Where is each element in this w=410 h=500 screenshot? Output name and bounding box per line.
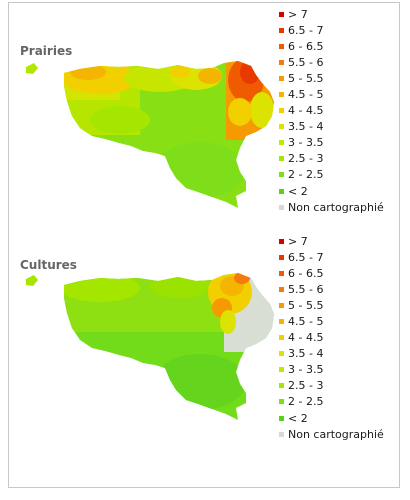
enclave-comines — [26, 275, 38, 286]
legend-item: 4.5 - 5 — [279, 86, 384, 102]
legend-item: 6 - 6.5 — [279, 38, 384, 54]
legend-swatch — [279, 335, 284, 341]
legend-label: 2 - 2.5 — [288, 395, 324, 409]
legend-swatch — [279, 286, 284, 292]
legend-label: 2 - 2.5 — [288, 168, 324, 182]
legend-label: 6.5 - 7 — [288, 250, 324, 264]
legend-swatch — [279, 351, 284, 357]
legend-swatch — [279, 238, 284, 244]
legend-label: < 2 — [288, 411, 308, 425]
legend-item: 5.5 - 6 — [279, 54, 384, 70]
legend-item: 6.5 - 7 — [279, 249, 384, 265]
legend-label: 3 - 3.5 — [288, 136, 324, 150]
legend-swatch — [279, 270, 284, 276]
map-cultures — [26, 273, 274, 420]
legend-label: 4.5 - 5 — [288, 315, 324, 329]
legend-label: 3.5 - 4 — [288, 120, 324, 134]
legend-item: 4 - 4.5 — [279, 103, 384, 119]
legend-swatch — [279, 367, 284, 373]
legend-label: 4 - 4.5 — [288, 331, 324, 345]
legend-swatch — [279, 415, 284, 421]
legend-label: > 7 — [288, 7, 308, 21]
legend-swatch — [279, 383, 284, 389]
legend-item: 5.5 - 6 — [279, 281, 384, 297]
legend-swatch — [279, 43, 284, 49]
legend-cultures: > 7 6.5 - 7 6 - 6.5 5.5 - 6 5 - 5.5 4.5 - 5 4 … — [279, 233, 384, 442]
enclave-comines — [26, 63, 38, 74]
legend-label: 2.5 - 3 — [288, 152, 324, 166]
legend-item: 3 - 3.5 — [279, 362, 384, 378]
legend-item: 6.5 - 7 — [279, 22, 384, 38]
legend-item: 3.5 - 4 — [279, 346, 384, 362]
legend-label: 6 - 6.5 — [288, 266, 324, 280]
legend-item: Non cartographié — [279, 199, 384, 215]
legend-item: Non cartographié — [279, 426, 384, 442]
legend-item: < 2 — [279, 410, 384, 426]
legend-label: 3 - 3.5 — [288, 363, 324, 377]
legend-item: 6 - 6.5 — [279, 265, 384, 281]
legend-item: 2.5 - 3 — [279, 151, 384, 167]
legend-swatch — [279, 188, 284, 194]
panel-title-cultures: Cultures — [20, 258, 77, 272]
legend-label: 4 - 4.5 — [288, 104, 324, 118]
legend-label: > 7 — [288, 234, 308, 248]
legend-swatch — [279, 27, 284, 33]
legend-item: 4.5 - 5 — [279, 313, 384, 329]
legend-swatch — [279, 75, 284, 81]
legend-swatch — [279, 11, 284, 17]
legend-swatch — [279, 140, 284, 146]
legend-label: 3.5 - 4 — [288, 347, 324, 361]
legend-swatch — [279, 59, 284, 65]
legend-label: < 2 — [288, 184, 308, 198]
legend-label: 2.5 - 3 — [288, 379, 324, 393]
legend-item: 2 - 2.5 — [279, 167, 384, 183]
legend-swatch — [279, 399, 284, 405]
panel-title-prairies: Prairies — [20, 44, 73, 58]
legend-swatch — [279, 156, 284, 162]
legend-item: 2 - 2.5 — [279, 394, 384, 410]
legend-item: > 7 — [279, 6, 384, 22]
legend-item: < 2 — [279, 183, 384, 199]
legend-label: 6 - 6.5 — [288, 39, 324, 53]
legend-label: 6.5 - 7 — [288, 23, 324, 37]
legend-swatch — [279, 254, 284, 260]
legend-swatch — [279, 431, 284, 437]
legend-label: Non cartographié — [288, 200, 384, 214]
map-prairies — [26, 61, 274, 208]
legend-swatch — [279, 319, 284, 325]
legend-swatch — [279, 124, 284, 130]
legend-item: 4 - 4.5 — [279, 330, 384, 346]
legend-item: 3.5 - 4 — [279, 119, 384, 135]
legend-item: 3 - 3.5 — [279, 135, 384, 151]
legend-swatch — [279, 108, 284, 114]
legend-item: 5 - 5.5 — [279, 297, 384, 313]
legend-swatch — [279, 172, 284, 178]
legend-label: 4.5 - 5 — [288, 88, 324, 102]
legend-swatch — [279, 92, 284, 98]
legend-label: 5 - 5.5 — [288, 298, 324, 312]
legend-swatch — [279, 204, 284, 210]
legend-label: 5.5 - 6 — [288, 55, 324, 69]
legend-label: 5.5 - 6 — [288, 282, 324, 296]
legend-label: 5 - 5.5 — [288, 71, 324, 85]
legend-prairies: > 7 6.5 - 7 6 - 6.5 5.5 - 6 5 - 5.5 4.5 - 5 4 … — [279, 6, 384, 215]
legend-item: 2.5 - 3 — [279, 378, 384, 394]
legend-label: Non cartographié — [288, 427, 384, 441]
legend-item: > 7 — [279, 233, 384, 249]
legend-swatch — [279, 302, 284, 308]
legend-item: 5 - 5.5 — [279, 70, 384, 86]
